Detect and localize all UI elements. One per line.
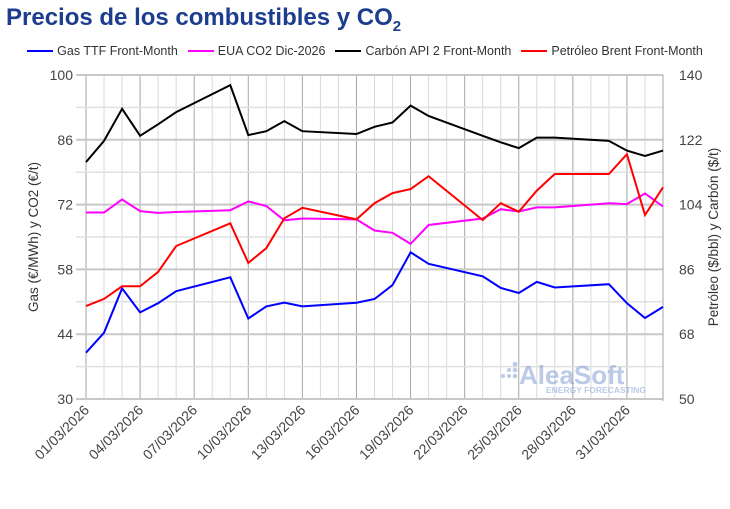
legend-swatch-gas	[27, 50, 54, 52]
y-tick-label: 30	[57, 391, 73, 407]
chart-title: Precios de los combustibles y CO2	[6, 4, 401, 35]
x-tick-label: 31/03/2026	[572, 402, 633, 463]
legend-item-eua: EUA CO2 Dic-2026	[187, 44, 326, 58]
y2-tick-label: 140	[679, 67, 703, 83]
legend-swatch-eua	[187, 50, 214, 52]
x-tick-label: 16/03/2026	[302, 402, 363, 463]
aleasoft-logo-watermark: AleaSoft ENERGY FORECASTING	[501, 360, 646, 395]
grid	[76, 74, 664, 400]
x-tick-label: 28/03/2026	[518, 402, 579, 463]
y2-tick-label: 122	[679, 132, 703, 148]
x-tick-label: 19/03/2026	[356, 402, 417, 463]
y-tick-label: 58	[57, 261, 73, 277]
series-line-brent	[85, 152, 664, 308]
watermark-brand: AleaSoft	[519, 360, 625, 390]
series-line-gas	[85, 250, 664, 354]
legend-label: EUA CO2 Dic-2026	[217, 44, 326, 58]
y2-axis-label: Petróleo ($/bbl) y Carbón ($/t)	[706, 148, 721, 327]
legend-swatch-brent	[521, 50, 548, 52]
x-tick-label: 13/03/2026	[248, 402, 309, 463]
series-line-coal	[85, 83, 664, 163]
legend-item-coal: Carbón API 2 Front-Month	[335, 44, 511, 58]
watermark-tagline: ENERGY FORECASTING	[546, 385, 646, 395]
x-tick-label: 01/03/2026	[31, 402, 92, 463]
chart-title-subscript: 2	[392, 17, 402, 35]
series-line-eua	[86, 192, 664, 246]
y-tick-label: 72	[57, 197, 73, 213]
legend-swatch-coal	[335, 50, 362, 52]
y-tick-label: 86	[57, 132, 73, 148]
x-tick-label: 25/03/2026	[464, 402, 525, 463]
chart-title-text: Precios de los combustibles y CO	[6, 4, 393, 31]
x-tick-label: 04/03/2026	[85, 402, 146, 463]
y2-tick-label: 104	[679, 197, 703, 213]
x-tick-label: 10/03/2026	[194, 402, 255, 463]
y2-tick-label: 86	[679, 261, 695, 277]
y-tick-label: 44	[57, 326, 73, 342]
y-tick-label: 100	[50, 67, 74, 83]
legend-label: Carbón API 2 Front-Month	[365, 44, 512, 58]
x-tick-label: 07/03/2026	[139, 402, 200, 463]
legend-label: Gas TTF Front-Month	[57, 44, 178, 58]
y-axis-label: Gas (€/MWh) y CO2 (€/t)	[26, 162, 41, 312]
legend-item-gas: Gas TTF Front-Month	[27, 44, 178, 58]
legend-label: Petróleo Brent Front-Month	[551, 44, 703, 58]
axes: 30 44 58 72 86 100 50 68 86 104 122 140 01/03/202604…	[31, 67, 702, 463]
legend: Gas TTF Front-Month EUA CO2 Dic-2026 Car…	[0, 44, 730, 58]
y2-tick-label: 50	[679, 391, 695, 407]
series-lines	[85, 83, 664, 354]
x-tick-label: 22/03/2026	[410, 402, 471, 463]
legend-item-brent: Petróleo Brent Front-Month	[521, 44, 703, 58]
y2-tick-label: 68	[679, 326, 695, 342]
